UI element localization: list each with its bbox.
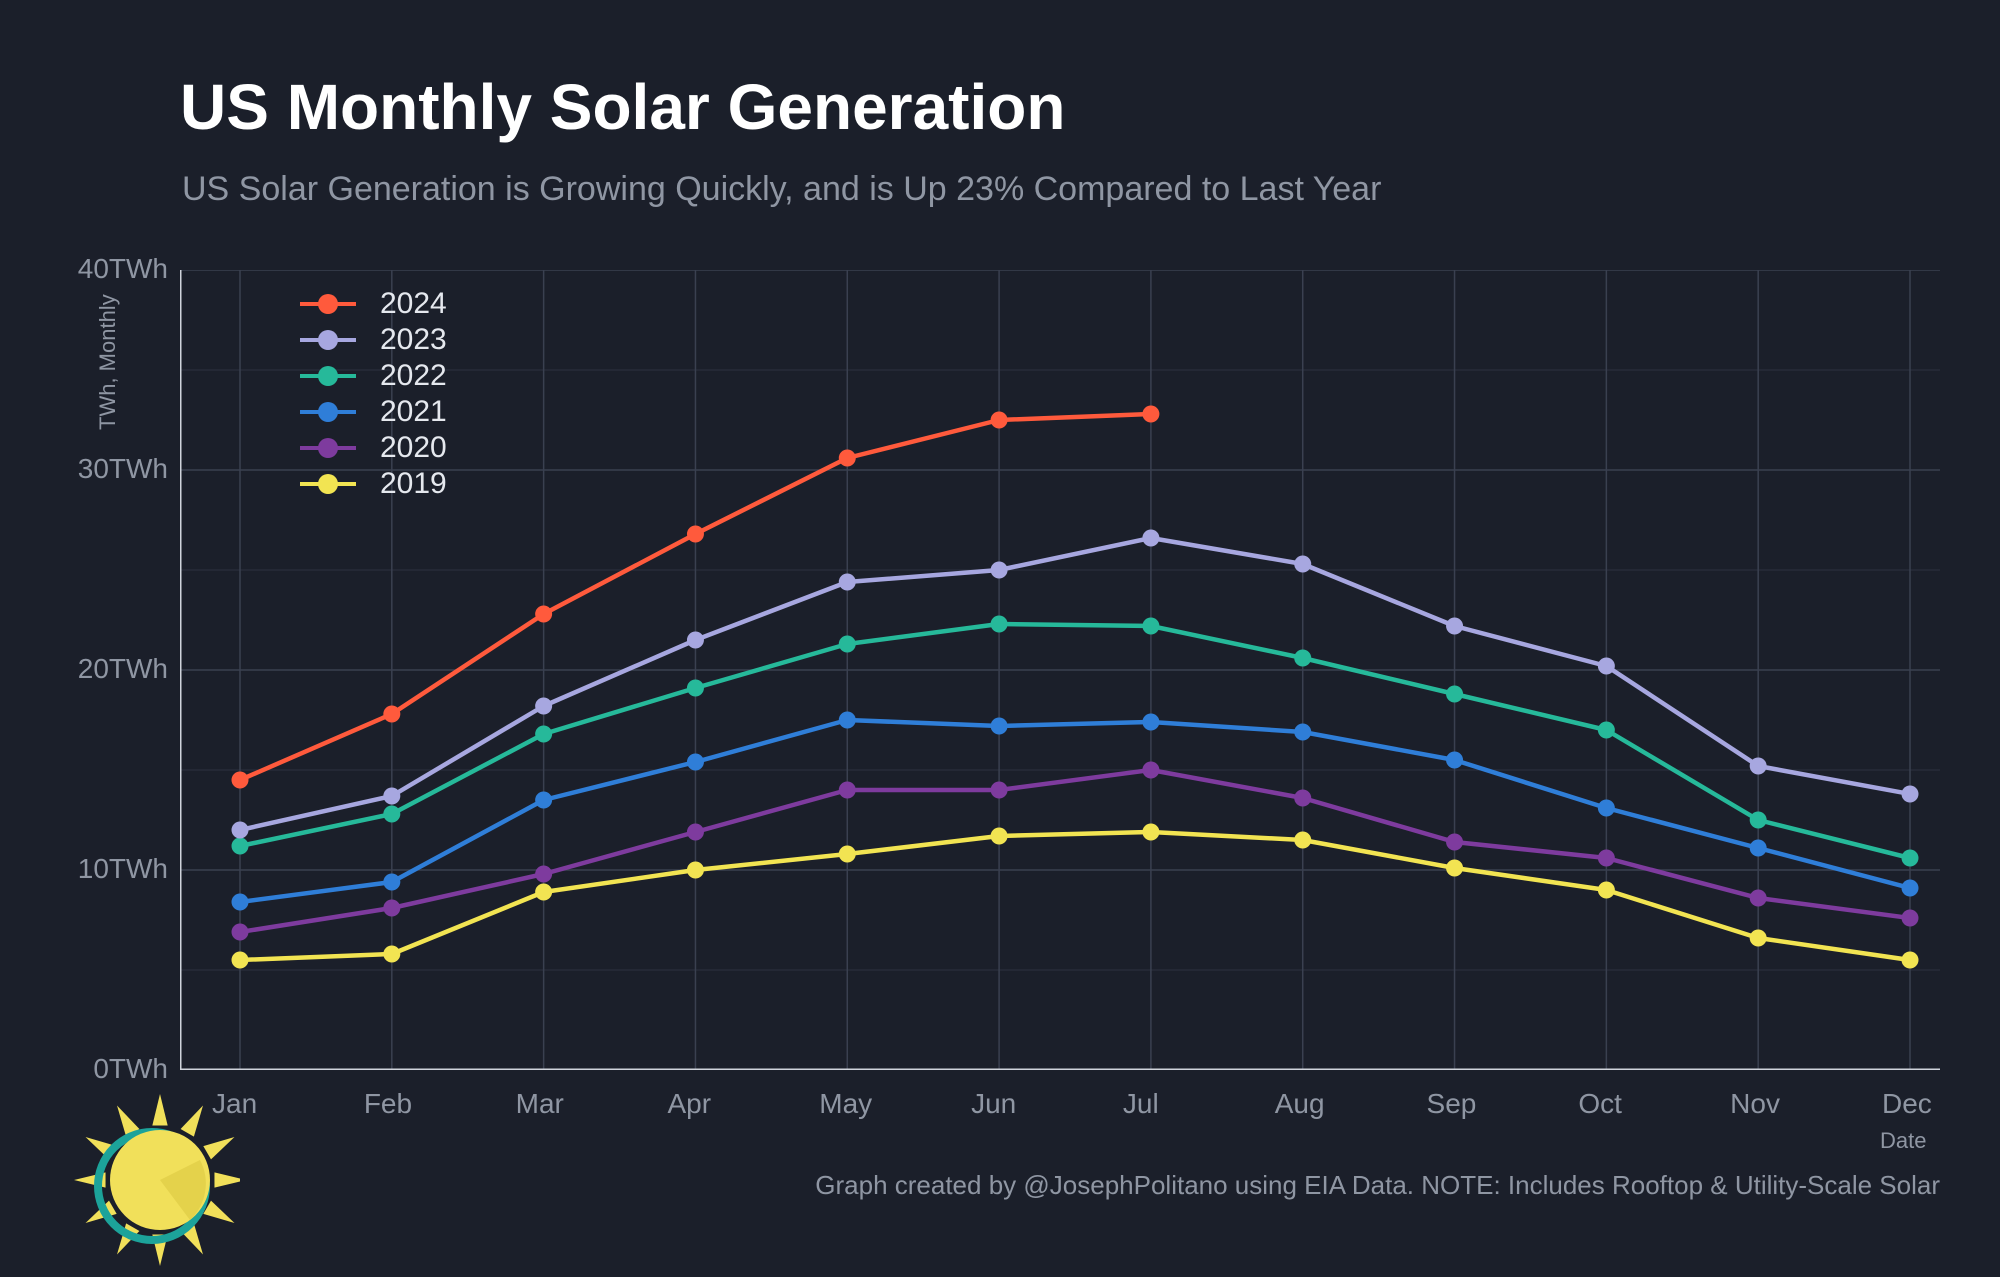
chart-credit: Graph created by @JosephPolitano using E… bbox=[815, 1170, 1940, 1201]
chart-subtitle: US Solar Generation is Growing Quickly, … bbox=[182, 170, 1381, 209]
y-tick-label: 30TWh bbox=[78, 453, 168, 485]
legend-label: 2023 bbox=[380, 323, 447, 357]
legend-marker bbox=[300, 366, 356, 386]
legend-marker bbox=[300, 474, 356, 494]
x-tick-label: Jan bbox=[212, 1088, 257, 1120]
x-tick-label: Dec bbox=[1882, 1088, 1932, 1120]
x-tick-label: Jul bbox=[1123, 1088, 1159, 1120]
legend-item: 2023 bbox=[300, 322, 447, 358]
x-tick-label: Oct bbox=[1578, 1088, 1622, 1120]
legend-label: 2022 bbox=[380, 359, 447, 393]
x-tick-label: Sep bbox=[1427, 1088, 1477, 1120]
legend-marker bbox=[300, 294, 356, 314]
legend-label: 2021 bbox=[380, 395, 447, 429]
legend-marker bbox=[300, 438, 356, 458]
legend-item: 2019 bbox=[300, 466, 447, 502]
legend: 202420232022202120202019 bbox=[300, 286, 447, 502]
legend-marker bbox=[300, 330, 356, 350]
legend-item: 2024 bbox=[300, 286, 447, 322]
chart-title: US Monthly Solar Generation bbox=[180, 70, 1065, 144]
x-tick-label: Apr bbox=[667, 1088, 711, 1120]
legend-marker bbox=[300, 402, 356, 422]
y-axis-label: TWh, Monthly bbox=[95, 294, 121, 430]
y-tick-label: 40TWh bbox=[78, 253, 168, 285]
x-tick-label: Aug bbox=[1275, 1088, 1325, 1120]
solar-generation-chart: US Monthly Solar Generation US Solar Gen… bbox=[0, 0, 2000, 1277]
legend-item: 2021 bbox=[300, 394, 447, 430]
y-tick-label: 0TWh bbox=[93, 1053, 168, 1085]
legend-item: 2020 bbox=[300, 430, 447, 466]
y-tick-label: 10TWh bbox=[78, 853, 168, 885]
legend-label: 2020 bbox=[380, 431, 447, 465]
x-axis-label: Date bbox=[1880, 1128, 1926, 1154]
legend-label: 2019 bbox=[380, 467, 447, 501]
legend-label: 2024 bbox=[380, 287, 447, 321]
x-tick-label: Feb bbox=[364, 1088, 412, 1120]
x-tick-label: Nov bbox=[1730, 1088, 1780, 1120]
x-tick-label: Jun bbox=[971, 1088, 1016, 1120]
x-tick-label: May bbox=[819, 1088, 872, 1120]
y-tick-label: 20TWh bbox=[78, 653, 168, 685]
x-tick-label: Mar bbox=[516, 1088, 564, 1120]
legend-item: 2022 bbox=[300, 358, 447, 394]
